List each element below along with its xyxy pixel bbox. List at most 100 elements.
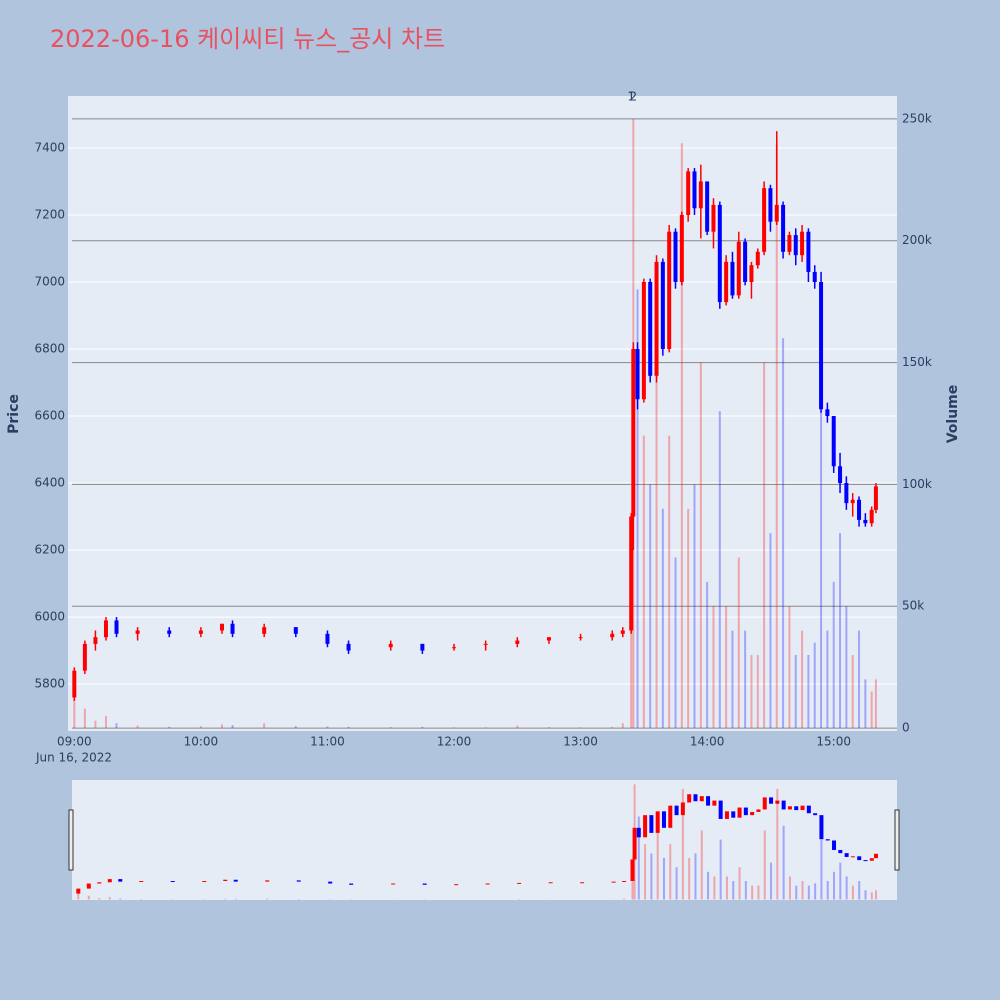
candle-body [620, 630, 625, 634]
slider-volume-bar [751, 885, 754, 900]
volume-bar [750, 654, 753, 729]
y2-tick-label: 100k [902, 477, 932, 491]
candle-body [724, 261, 729, 303]
volume-bar [453, 727, 456, 729]
slider-candle [863, 860, 868, 862]
volume-bar [104, 715, 107, 729]
volume-bar [870, 691, 873, 729]
volume-bar [661, 508, 664, 729]
volume-bar [231, 725, 234, 729]
volume-bar [649, 484, 652, 729]
slider-volume-bar [738, 867, 741, 900]
volume-bar [94, 720, 97, 729]
slider-volume-bar [656, 825, 659, 900]
slider-volume-bar [694, 853, 697, 900]
candle-body [660, 261, 665, 349]
slider-candle [680, 802, 685, 816]
slider-candle [649, 815, 654, 833]
slider-candle [699, 796, 704, 802]
slider-candle [800, 805, 805, 811]
y2-axis-title: Volume [945, 385, 961, 444]
slider-volume-bar [623, 898, 626, 900]
volume-bar [687, 508, 690, 729]
candle-body [325, 633, 330, 644]
y-axis-title: Price [6, 394, 22, 434]
y-tick-label: 7000 [34, 274, 65, 288]
candle-body [452, 647, 457, 649]
volume-bar [874, 679, 877, 729]
candle-body [546, 637, 551, 641]
x-tick-label: 12:00 [437, 735, 472, 749]
slider-volume-bar [98, 898, 101, 900]
y2-tick-label: 50k [902, 599, 924, 613]
slider-volume-bar [108, 897, 111, 900]
x-tick-label: 10:00 [184, 735, 219, 749]
slider-volume-bar [763, 830, 766, 900]
candle-body [806, 231, 811, 272]
slider-candle [794, 806, 799, 811]
slider-candle [775, 800, 780, 804]
slider-candle [832, 840, 837, 850]
slider-candle [611, 881, 616, 883]
candle-body [825, 409, 830, 417]
slider-volume-bar [757, 885, 760, 900]
volume-bar [484, 727, 487, 729]
volume-bar [611, 726, 614, 729]
candle-body [631, 348, 636, 517]
slider-candle [850, 856, 855, 858]
slider-volume-bar [864, 890, 867, 900]
volume-bar [718, 411, 721, 729]
candle-body [838, 466, 843, 484]
slider-volume-bar [807, 885, 810, 900]
slider-volume-bar [669, 844, 672, 900]
slider-volume-bar [719, 839, 722, 900]
slider-candle [622, 881, 627, 883]
y2-tick-label: 0 [902, 721, 910, 735]
volume-bar [756, 654, 759, 729]
candle-body [103, 620, 108, 638]
y2-tick-label: 200k [902, 233, 932, 247]
volume-bar [347, 726, 350, 729]
slider-volume-bar [234, 898, 237, 900]
candle-body [692, 171, 697, 209]
slider-volume-bar [119, 898, 122, 900]
volume-bar [674, 557, 677, 729]
range-handle[interactable] [68, 809, 74, 871]
volume-bar [788, 606, 791, 729]
slider-candle [643, 815, 648, 838]
candle-body [730, 261, 735, 296]
slider-candle [857, 856, 862, 861]
slider-candle [743, 807, 748, 816]
slider-candle [636, 827, 641, 838]
candle-body [114, 620, 119, 634]
slider-candle [838, 849, 843, 854]
candle-body [219, 623, 224, 631]
slider-candle [655, 811, 660, 833]
slider-candle [687, 794, 692, 803]
volume-bar [636, 289, 639, 729]
y2-tick-label: 250k [902, 111, 932, 125]
range-slider[interactable] [72, 780, 897, 900]
date-label: Jun 16, 2022 [35, 751, 112, 765]
candle-body [610, 633, 615, 638]
range-handle[interactable] [894, 809, 900, 871]
slider-volume-bar [700, 830, 703, 900]
slider-volume-bar [644, 844, 647, 900]
candle-body [762, 188, 767, 252]
slider-volume-bar [675, 867, 678, 900]
candle-body [93, 637, 98, 644]
y-tick-label: 6200 [34, 543, 65, 557]
volume-bar [699, 362, 702, 729]
y-tick-label: 6000 [34, 610, 65, 624]
candle-body [774, 204, 779, 222]
candle-body [135, 630, 140, 634]
volume-bar [820, 411, 823, 729]
slider-candle [349, 883, 354, 885]
candle-body [72, 670, 77, 698]
volume-bar [826, 630, 829, 729]
volume-bar [421, 726, 424, 729]
slider-volume-bar [839, 862, 842, 900]
slider-volume-bar [814, 883, 817, 900]
volume-bar [832, 581, 835, 729]
candle-body [844, 483, 849, 504]
